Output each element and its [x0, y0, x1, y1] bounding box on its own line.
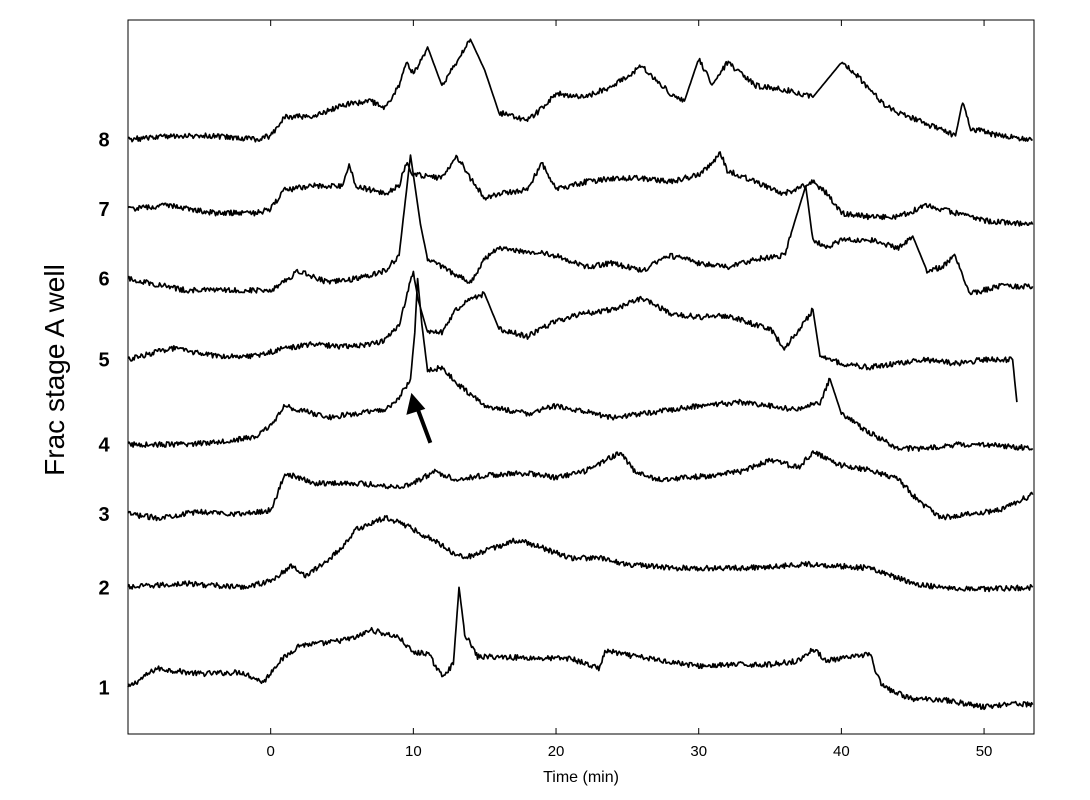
x-tick-label: 10: [405, 743, 422, 760]
well-label-group: 1 2 3 4 5 6 7 8: [98, 130, 110, 700]
well-label-7: 7: [98, 199, 109, 221]
trace-well-3: [127, 450, 1034, 522]
trace-well-4: [127, 277, 1034, 452]
arrow-head: [406, 392, 426, 415]
well-label-1: 1: [98, 678, 109, 700]
x-tick-label: 50: [976, 743, 993, 760]
arrow-annotation: [406, 392, 433, 444]
x-tick-label: 0: [267, 743, 275, 760]
well-label-8: 8: [98, 130, 109, 152]
y-axis-title: Frac stage A well: [39, 264, 70, 476]
x-axis-title: Time (min): [543, 769, 619, 786]
trace-well-7: [127, 151, 1034, 227]
well-label-3: 3: [98, 504, 109, 526]
x-axis: 0 10 20 30 40 50: [267, 20, 993, 760]
x-tick-label: 40: [833, 743, 850, 760]
x-tick-label: 30: [690, 743, 707, 760]
x-tick-label: 20: [548, 743, 565, 760]
well-label-5: 5: [98, 350, 109, 372]
well-label-6: 6: [98, 269, 109, 291]
trace-well-6: [127, 154, 1034, 296]
plot-frame: [127, 19, 1035, 735]
trace-well-2: [127, 514, 1034, 593]
trace-well-8: [127, 38, 1033, 143]
trace-group: [127, 38, 1034, 711]
trace-well-1: [127, 586, 1034, 711]
well-label-2: 2: [98, 577, 109, 599]
trace-well-5: [127, 270, 1018, 403]
well-label-4: 4: [98, 435, 110, 457]
